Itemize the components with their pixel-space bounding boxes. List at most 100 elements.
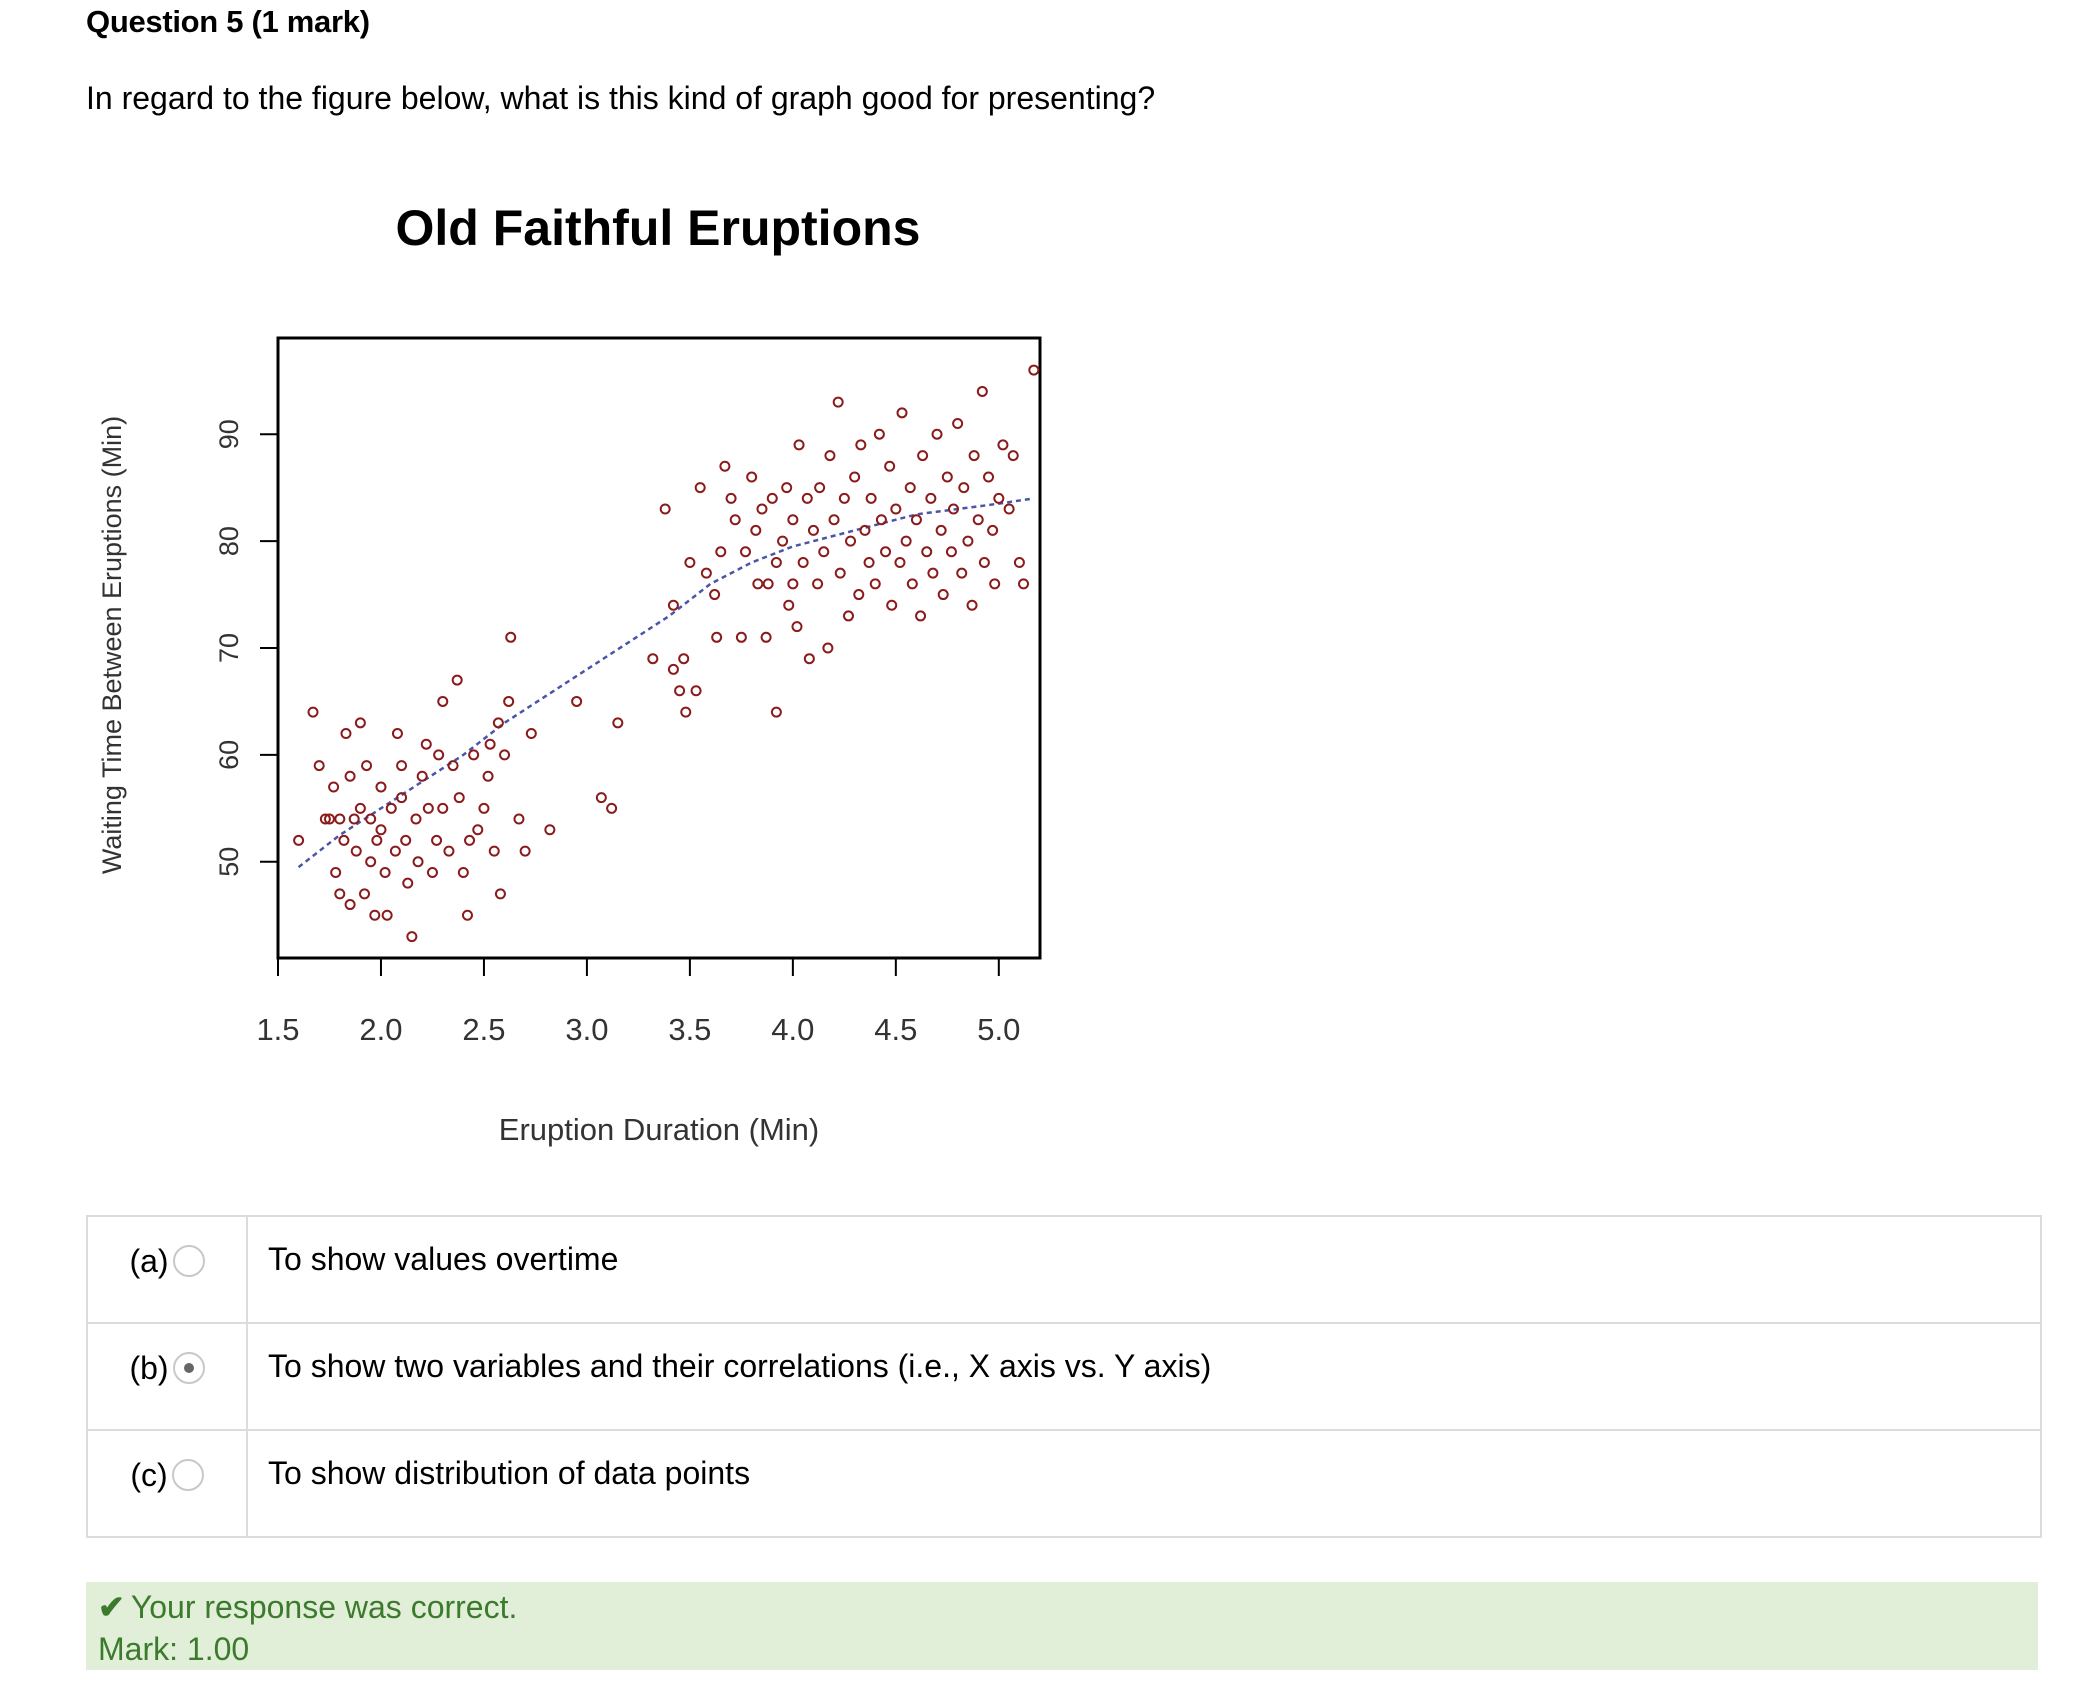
data-point (451, 674, 463, 686)
answer-key-label: (a) (129, 1243, 169, 1279)
answer-text-b: To show two variables and their correlat… (268, 1348, 1212, 1384)
points-layer (293, 364, 1040, 943)
data-point (410, 813, 422, 825)
data-point (690, 685, 702, 697)
data-point (828, 514, 840, 526)
data-point (468, 749, 480, 761)
data-point (437, 802, 449, 814)
data-point (842, 610, 854, 622)
data-point (361, 760, 373, 772)
data-point (711, 631, 723, 643)
y-axis: 50 60 70 80 90 (214, 419, 278, 877)
data-point (472, 824, 484, 836)
data-point (1003, 503, 1015, 515)
data-point (1028, 364, 1040, 376)
question-prompt: In regard to the figure below, what is t… (86, 80, 1156, 116)
data-point (814, 482, 826, 494)
x-tick-label: 2.5 (462, 1012, 505, 1047)
data-point (869, 578, 881, 590)
data-point (725, 492, 737, 504)
data-point (756, 503, 768, 515)
data-point (859, 524, 871, 536)
data-point (937, 589, 949, 601)
data-point (863, 556, 875, 568)
data-point (812, 578, 824, 590)
data-point (797, 556, 809, 568)
data-point (1013, 556, 1025, 568)
data-point (595, 792, 607, 804)
radio-button-c[interactable] (171, 1459, 204, 1491)
data-point (906, 578, 918, 590)
data-point (910, 514, 922, 526)
data-point (389, 845, 401, 857)
data-point (966, 599, 978, 611)
data-point (865, 492, 877, 504)
data-point (853, 589, 865, 601)
answer-row-b[interactable]: (b) To show two variables and their corr… (88, 1324, 2040, 1431)
feedback-status: Your response was correct. (130, 1589, 518, 1625)
data-point (694, 482, 706, 494)
data-point (659, 503, 671, 515)
data-point (348, 813, 360, 825)
data-point (941, 471, 953, 483)
data-point (667, 663, 679, 675)
data-point (972, 514, 984, 526)
data-point (488, 845, 500, 857)
data-point (365, 813, 377, 825)
x-tick-label: 5.0 (977, 1012, 1020, 1047)
answer-row-c[interactable]: (c) To show distribution of data points (88, 1431, 2040, 1536)
data-point (729, 514, 741, 526)
radio-button-a[interactable] (172, 1245, 205, 1277)
data-point (365, 856, 377, 868)
data-point (503, 695, 515, 707)
data-point (461, 909, 473, 921)
x-tick-label: 4.5 (874, 1012, 917, 1047)
data-point (447, 760, 459, 772)
data-point (976, 385, 988, 397)
data-point (422, 802, 434, 814)
data-point (958, 482, 970, 494)
data-point (492, 717, 504, 729)
x-tick-label: 2.0 (359, 1012, 402, 1047)
data-point (968, 450, 980, 462)
data-point (678, 653, 690, 665)
data-point (787, 514, 799, 526)
question-title: Question 5 (1 mark) (86, 4, 370, 39)
data-point (293, 834, 305, 846)
y-tick-label: 60 (214, 740, 244, 770)
data-point (983, 471, 995, 483)
data-point (921, 546, 933, 558)
data-point (770, 706, 782, 718)
chart-title: Old Faithful Eruptions (396, 200, 921, 256)
data-point (735, 631, 747, 643)
feedback-box: ✔ Your response was correct. Mark: 1.00 (86, 1582, 2038, 1670)
data-point (777, 535, 789, 547)
data-point (873, 428, 885, 440)
data-point (781, 482, 793, 494)
data-point (420, 738, 432, 750)
data-point (925, 492, 937, 504)
data-point (818, 546, 830, 558)
data-point (890, 503, 902, 515)
answer-row-a[interactable]: (a) To show values overtime (88, 1217, 2040, 1324)
data-point (519, 845, 531, 857)
data-point (606, 802, 618, 814)
data-point (396, 792, 408, 804)
data-point (750, 524, 762, 536)
answer-key-label: (b) (129, 1350, 169, 1386)
data-point (832, 396, 844, 408)
data-point (962, 535, 974, 547)
data-point (948, 503, 960, 515)
answer-key-cell: (b) (88, 1324, 248, 1429)
data-point (787, 578, 799, 590)
data-point (426, 866, 438, 878)
data-point (571, 695, 583, 707)
feedback-mark: Mark: 1.00 (98, 1631, 250, 1667)
data-point (344, 770, 356, 782)
data-point (457, 866, 469, 878)
data-point (935, 524, 947, 536)
radio-button-b[interactable] (172, 1352, 205, 1384)
data-point (917, 450, 929, 462)
data-point (766, 492, 778, 504)
data-point (400, 834, 412, 846)
